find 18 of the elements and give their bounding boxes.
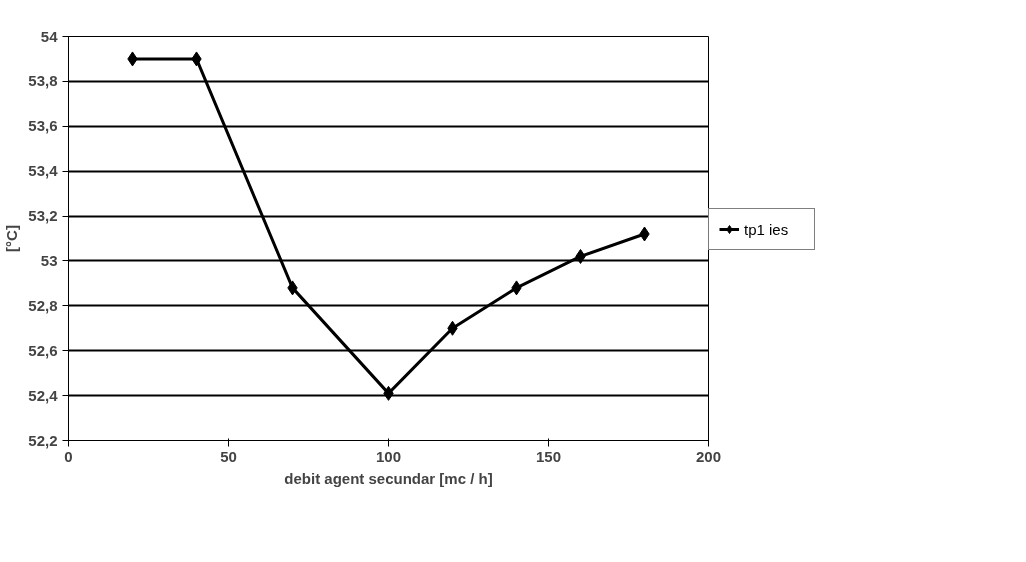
y-tick-label: 53,8 [28,72,58,90]
x-tick-label: 100 [375,447,402,465]
y-tick-label: 53,4 [28,162,59,180]
y-tick-label: 53,2 [28,207,58,225]
x-tick-label: 0 [64,447,73,465]
y-axis-title: [°C] [3,225,21,252]
y-tick-label: 54 [40,27,59,45]
y-tick-label: 52,6 [28,341,58,359]
y-tick-label: 53,6 [28,117,58,135]
y-tick-label: 52,4 [28,386,59,404]
x-tick-label: 200 [695,447,722,465]
x-axis-title: debit agent secundar [mc / h] [284,469,493,487]
x-tick-label: 50 [220,447,237,465]
x-tick-label: 150 [535,447,562,465]
y-tick-label: 53 [40,251,58,269]
y-tick-label: 52,8 [28,296,58,314]
legend-label: tp1 ies [744,220,790,238]
y-tick-label: 52,2 [28,431,58,449]
